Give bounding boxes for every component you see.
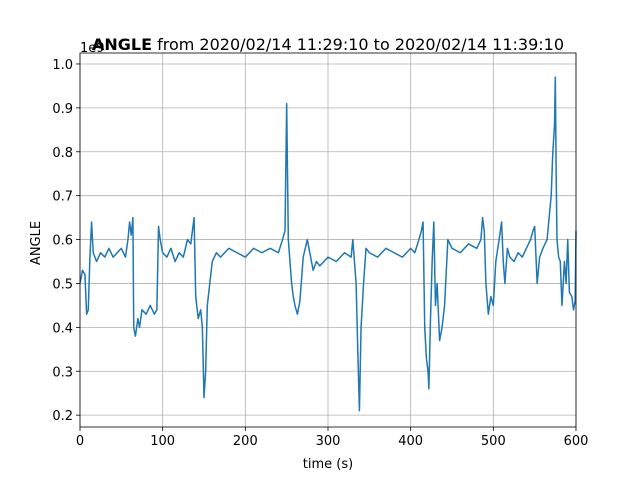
chart-title: ANGLE from 2020/02/14 11:29:10 to 2020/0… bbox=[92, 35, 564, 54]
offset-text: 1e9 bbox=[80, 41, 105, 56]
x-axis-label: time (s) bbox=[303, 457, 353, 472]
x-tick-label: 100 bbox=[150, 434, 175, 449]
x-tick-label: 200 bbox=[233, 434, 258, 449]
data-line bbox=[79, 76, 577, 412]
y-tick-label: 0.9 bbox=[52, 102, 73, 117]
title-bold: ANGLE bbox=[92, 35, 152, 54]
y-tick-label: 1.0 bbox=[52, 58, 73, 73]
y-tick-label: 0.5 bbox=[52, 277, 73, 292]
x-tick-label: 500 bbox=[481, 434, 506, 449]
x-tick-label: 0 bbox=[76, 434, 84, 449]
y-tick-label: 0.3 bbox=[52, 365, 73, 380]
x-tick-label: 600 bbox=[564, 434, 589, 449]
title-rest: from 2020/02/14 11:29:10 to 2020/02/14 1… bbox=[157, 35, 564, 54]
x-tick-label: 400 bbox=[398, 434, 423, 449]
y-tick-label: 0.4 bbox=[52, 321, 73, 336]
x-tick-label: 300 bbox=[316, 434, 341, 449]
plot-frame bbox=[79, 52, 577, 428]
y-axis-label: ANGLE bbox=[29, 221, 44, 265]
y-tick-label: 0.7 bbox=[52, 190, 73, 205]
y-tick-label: 0.8 bbox=[52, 146, 73, 161]
y-tick-label: 0.2 bbox=[52, 409, 73, 424]
y-tick-label: 0.6 bbox=[52, 234, 73, 249]
